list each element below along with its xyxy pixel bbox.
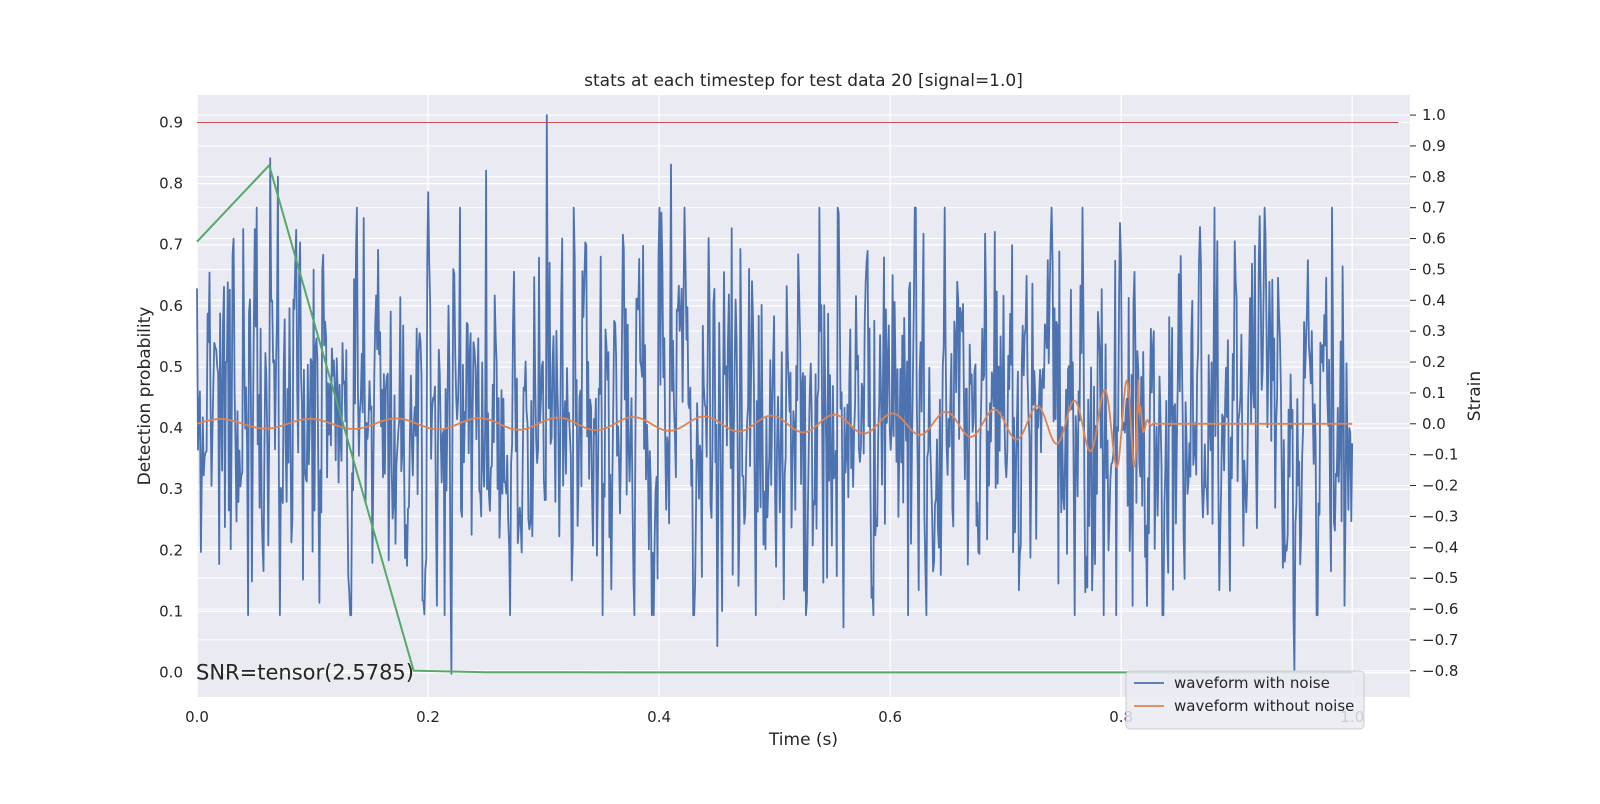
y-right-tick-label: 0.2 — [1422, 353, 1446, 371]
y-right-tick-label: −0.5 — [1422, 569, 1458, 587]
y-axis-right-title: Strain — [1465, 371, 1485, 421]
y-left-tick-label: 0.0 — [159, 664, 183, 682]
y-right-tick-label: 0.8 — [1422, 168, 1446, 186]
clean-waveform-line — [196, 379, 1353, 468]
y-right-tick-label: 0.1 — [1422, 384, 1446, 402]
y-left-tick-label: 0.1 — [159, 602, 183, 620]
y-right-tick-label: 0.7 — [1422, 199, 1446, 217]
x-tick-label: 0.2 — [416, 708, 440, 726]
y-right-tick-label: 0.0 — [1422, 415, 1446, 433]
y-right-tick-label: −0.6 — [1422, 600, 1458, 618]
y-left-tick-label: 0.9 — [159, 114, 183, 132]
x-tick-label: 0.6 — [878, 708, 902, 726]
y-right-tick-label: 0.6 — [1422, 230, 1446, 248]
y-left-tick-label: 0.4 — [159, 419, 183, 437]
y-right-tick-label: 0.5 — [1422, 260, 1446, 278]
y-right-tick-label: −0.3 — [1422, 507, 1458, 525]
y-right-tick-label: −0.8 — [1422, 662, 1458, 680]
legend: waveform with noise waveform without nois… — [1125, 670, 1365, 730]
legend-label: waveform with noise — [1174, 674, 1330, 692]
y-right-tick-label: −0.1 — [1422, 446, 1458, 464]
y-left-tick-label: 0.2 — [159, 541, 183, 559]
chart-title: stats at each timestep for test data 20 … — [584, 71, 1023, 91]
y-right-tick-label: 0.3 — [1422, 322, 1446, 340]
y-left-tick-label: 0.6 — [159, 297, 183, 315]
x-tick-label: 0.4 — [647, 708, 671, 726]
y-right-tick-label: −0.2 — [1422, 477, 1458, 495]
snr-annotation: SNR=tensor(2.5785) — [196, 661, 414, 685]
legend-box — [1125, 670, 1365, 730]
y-left-tick-label: 0.5 — [159, 358, 183, 376]
y-axis-left-title: Detection probability — [135, 307, 155, 486]
y-right-tick-label: 1.0 — [1422, 106, 1446, 124]
y-right-tick-label: −0.7 — [1422, 631, 1458, 649]
y-left-tick-label: 0.8 — [159, 175, 183, 193]
y-left-tick-label: 0.3 — [159, 480, 183, 498]
y-right-tick-label: −0.4 — [1422, 538, 1458, 556]
y-right-tick-label: 0.4 — [1422, 291, 1446, 309]
noisy-waveform-line — [196, 114, 1354, 675]
legend-label: waveform without noise — [1174, 697, 1354, 715]
x-axis-title: Time (s) — [768, 730, 838, 750]
y-left-tick-label: 0.7 — [159, 236, 183, 254]
y-right-tick-label: 0.9 — [1422, 137, 1446, 155]
x-tick-label: 0.0 — [185, 708, 209, 726]
